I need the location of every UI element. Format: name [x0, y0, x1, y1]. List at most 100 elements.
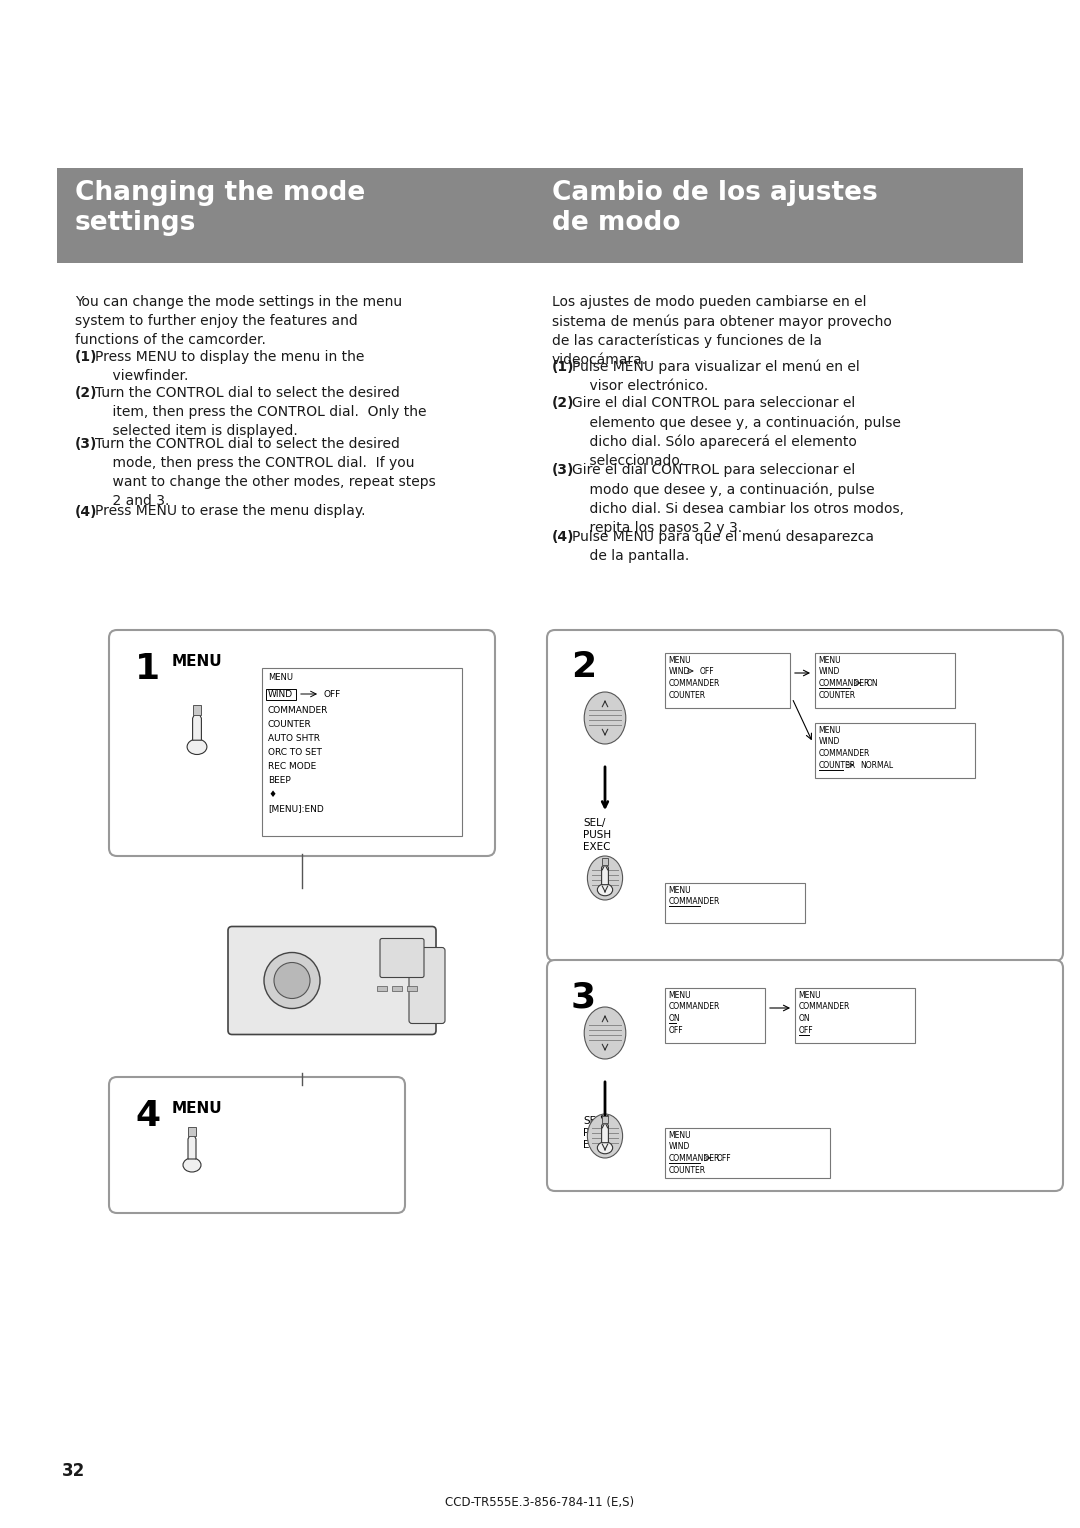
Text: WIND: WIND: [268, 691, 293, 698]
FancyBboxPatch shape: [109, 1077, 405, 1213]
Text: COMMANDER: COMMANDER: [268, 706, 328, 715]
Text: Pulse MENU para que el menú desaparezca
    de la pantalla.: Pulse MENU para que el menú desaparezca …: [572, 530, 874, 564]
Text: OFF: OFF: [799, 1025, 813, 1034]
Text: (2): (2): [75, 387, 97, 400]
Bar: [262, 668, 462, 836]
FancyBboxPatch shape: [228, 926, 436, 1034]
Text: BEEP: BEEP: [268, 776, 291, 785]
Bar: [377, 986, 387, 990]
Text: COMMANDER: COMMANDER: [819, 749, 870, 758]
Text: 4: 4: [135, 1099, 160, 1132]
Text: WIND: WIND: [669, 668, 690, 675]
Ellipse shape: [183, 1158, 201, 1172]
Bar: [188, 1128, 195, 1135]
Polygon shape: [602, 1122, 608, 1143]
Text: ON: ON: [799, 1015, 811, 1024]
Bar: [407, 986, 417, 990]
Text: MENU: MENU: [669, 992, 690, 999]
Text: Pulse MENU para visualizar el menú en el
    visor electrónico.: Pulse MENU para visualizar el menú en el…: [572, 361, 860, 393]
Bar: [665, 652, 789, 707]
Text: (2): (2): [552, 396, 575, 410]
Text: MENU: MENU: [172, 654, 222, 669]
Text: MENU: MENU: [268, 672, 293, 681]
Polygon shape: [192, 714, 201, 740]
Bar: [795, 989, 915, 1044]
Text: ON: ON: [866, 678, 878, 688]
Text: 2: 2: [571, 649, 596, 685]
Bar: [392, 986, 402, 990]
Text: COMMANDER: COMMANDER: [669, 897, 720, 906]
Ellipse shape: [187, 740, 207, 755]
Text: Cambio de los ajustes
de modo: Cambio de los ajustes de modo: [552, 180, 878, 235]
Text: COMMANDER: COMMANDER: [799, 1002, 850, 1012]
Bar: [665, 883, 805, 923]
Text: Gire el dial CONTROL para seleccionar el
    modo que desee y, a continuación, p: Gire el dial CONTROL para seleccionar el…: [572, 463, 904, 535]
Text: (3): (3): [75, 437, 97, 451]
Text: COMMANDER: COMMANDER: [669, 678, 720, 688]
Text: OFF: OFF: [700, 668, 714, 675]
Text: WIND: WIND: [819, 668, 840, 675]
Text: (1): (1): [552, 361, 575, 374]
Text: 32: 32: [62, 1462, 85, 1481]
Text: WIND: WIND: [819, 736, 840, 746]
Text: NORMAL: NORMAL: [860, 761, 893, 770]
Text: MENU: MENU: [172, 1102, 222, 1115]
Text: ON: ON: [669, 1015, 680, 1024]
Text: (4): (4): [552, 530, 575, 544]
Text: MENU: MENU: [818, 656, 840, 665]
Text: COMMANDER: COMMANDER: [669, 1002, 720, 1012]
Text: Gire el dial CONTROL para seleccionar el
    elemento que desee y, a continuació: Gire el dial CONTROL para seleccionar el…: [572, 396, 901, 468]
Bar: [815, 723, 975, 778]
Bar: [815, 652, 955, 707]
FancyBboxPatch shape: [546, 960, 1063, 1190]
Text: MENU: MENU: [818, 726, 840, 735]
Text: OFF: OFF: [669, 1025, 684, 1034]
Text: Turn the CONTROL dial to select the desired
    mode, then press the CONTROL dia: Turn the CONTROL dial to select the desi…: [95, 437, 435, 509]
Bar: [602, 857, 608, 865]
Bar: [665, 1128, 831, 1178]
Bar: [192, 704, 201, 715]
Ellipse shape: [588, 856, 622, 900]
Text: SEL/
PUSH
EXEC: SEL/ PUSH EXEC: [583, 1115, 611, 1151]
Text: MENU: MENU: [798, 992, 821, 999]
Text: COMMANDER: COMMANDER: [819, 678, 870, 688]
Text: Turn the CONTROL dial to select the desired
    item, then press the CONTROL dia: Turn the CONTROL dial to select the desi…: [95, 387, 427, 439]
Text: MENU: MENU: [669, 886, 690, 895]
Text: Press MENU to erase the menu display.: Press MENU to erase the menu display.: [95, 504, 365, 518]
Text: OFF: OFF: [717, 1154, 731, 1163]
Text: You can change the mode settings in the menu
system to further enjoy the feature: You can change the mode settings in the …: [75, 295, 402, 347]
Bar: [665, 989, 765, 1044]
Text: OFF: OFF: [324, 691, 341, 698]
Text: (1): (1): [75, 350, 97, 364]
Text: ♦: ♦: [268, 790, 276, 799]
Ellipse shape: [588, 1114, 622, 1158]
Text: 1: 1: [135, 652, 160, 686]
Text: (4): (4): [75, 504, 97, 518]
Text: ORC TO SET: ORC TO SET: [268, 749, 322, 756]
Bar: [57, 168, 1023, 263]
Circle shape: [274, 963, 310, 998]
Circle shape: [264, 952, 320, 1008]
Text: 3: 3: [571, 979, 596, 1015]
Text: (3): (3): [552, 463, 575, 477]
Polygon shape: [188, 1135, 195, 1160]
Text: COUNTER: COUNTER: [819, 761, 856, 770]
Bar: [602, 1115, 608, 1123]
Text: REC MODE: REC MODE: [268, 762, 316, 772]
Ellipse shape: [597, 883, 612, 895]
Text: [MENU]:END: [MENU]:END: [268, 804, 324, 813]
FancyBboxPatch shape: [380, 938, 424, 978]
Text: COMMANDER: COMMANDER: [669, 1154, 720, 1163]
FancyBboxPatch shape: [109, 630, 495, 856]
Text: CCD-TR555E.3-856-784-11 (E,S): CCD-TR555E.3-856-784-11 (E,S): [445, 1496, 635, 1510]
Text: MENU: MENU: [669, 656, 690, 665]
Text: COUNTER: COUNTER: [268, 720, 312, 729]
Text: COUNTER: COUNTER: [669, 691, 706, 700]
Text: MENU: MENU: [669, 1131, 690, 1140]
Text: Los ajustes de modo pueden cambiarse en el
sistema de menús para obtener mayor p: Los ajustes de modo pueden cambiarse en …: [552, 295, 892, 367]
Text: AUTO SHTR: AUTO SHTR: [268, 733, 320, 743]
Ellipse shape: [584, 692, 625, 744]
Text: Press MENU to display the menu in the
    viewfinder.: Press MENU to display the menu in the vi…: [95, 350, 364, 384]
Polygon shape: [602, 865, 608, 885]
Text: Changing the mode
settings: Changing the mode settings: [75, 180, 365, 235]
